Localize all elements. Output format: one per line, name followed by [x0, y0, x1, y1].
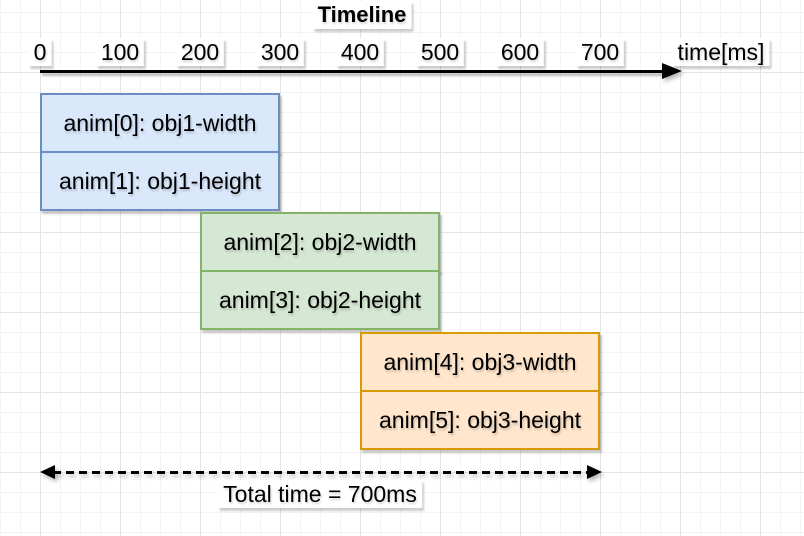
total-span-right-arrowhead-icon [587, 465, 602, 479]
bar-label: anim[5]: obj3-height [378, 406, 581, 433]
bar-anim2-obj2-width: anim[2]: obj2-width [200, 212, 440, 272]
axis-tick-500: 500 [415, 38, 465, 66]
bar-anim4-obj3-width: anim[4]: obj3-width [360, 332, 600, 392]
bar-anim3-obj2-height: anim[3]: obj2-height [200, 270, 440, 330]
bar-label: anim[3]: obj2-height [218, 286, 421, 313]
total-span-dashed-line [53, 471, 589, 474]
axis-tick-400: 400 [335, 38, 385, 66]
axis-tick-0: 0 [28, 38, 52, 66]
axis-unit-label: time[ms] [672, 38, 770, 66]
diagram-title: Timeline [312, 1, 412, 29]
time-axis-line [40, 70, 668, 73]
bar-label: anim[2]: obj2-width [223, 228, 417, 255]
bar-label: anim[0]: obj1-width [63, 109, 257, 136]
bar-label: anim[1]: obj1-height [58, 167, 261, 194]
axis-arrowhead-icon [662, 63, 682, 79]
axis-tick-300: 300 [255, 38, 305, 66]
axis-tick-600: 600 [495, 38, 545, 66]
total-span-left-arrowhead-icon [40, 465, 55, 479]
axis-tick-700: 700 [575, 38, 625, 66]
bar-anim5-obj3-height: anim[5]: obj3-height [360, 390, 600, 450]
total-time-label: Total time = 700ms [218, 480, 422, 508]
bar-anim1-obj1-height: anim[1]: obj1-height [40, 151, 280, 211]
bar-label: anim[4]: obj3-width [383, 348, 577, 375]
axis-tick-100: 100 [95, 38, 145, 66]
bar-anim0-obj1-width: anim[0]: obj1-width [40, 93, 280, 153]
axis-tick-200: 200 [175, 38, 225, 66]
